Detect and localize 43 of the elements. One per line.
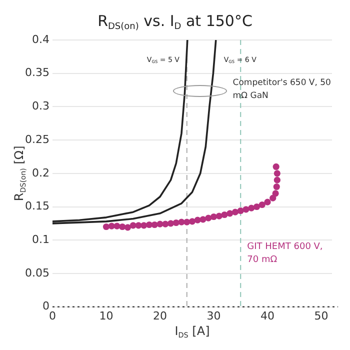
y-tick-label: 0.35 <box>24 66 50 80</box>
point <box>274 170 280 177</box>
y-tick-label: 0 <box>42 300 50 313</box>
y-tick-label: 0.15 <box>24 200 50 213</box>
point <box>274 176 280 184</box>
point <box>272 190 279 197</box>
point <box>167 220 174 227</box>
y-tick-label: 0.1 <box>32 232 50 246</box>
x-tick-label: 10 <box>99 309 114 322</box>
point <box>273 183 280 190</box>
x-tick-label: 40 <box>260 309 274 322</box>
point <box>264 198 271 206</box>
point <box>253 203 260 210</box>
y-tick-label: 0.25 <box>24 132 50 146</box>
x-tick-label: 50 <box>314 309 328 322</box>
point <box>216 212 222 220</box>
y-tick-label: 0.4 <box>32 32 50 46</box>
point <box>248 204 255 212</box>
point <box>188 218 196 225</box>
point <box>242 206 250 213</box>
point <box>272 163 280 170</box>
point <box>232 208 239 216</box>
x-tick-label: 20 <box>152 309 167 322</box>
y-tick-label: 0.3 <box>32 100 50 113</box>
point <box>102 223 110 230</box>
point <box>226 210 234 217</box>
point <box>172 219 180 226</box>
point <box>124 224 132 231</box>
point <box>237 207 244 214</box>
point <box>114 222 120 230</box>
point <box>140 222 148 229</box>
x-tick-label: 30 <box>206 309 221 322</box>
point <box>258 201 266 208</box>
point <box>221 211 228 218</box>
y-tick-label: 0.2 <box>32 166 50 180</box>
point <box>210 213 218 220</box>
point <box>151 221 158 228</box>
point <box>194 216 201 224</box>
point <box>200 216 206 223</box>
text: GIT HEMT 600 V, 70 mΩ <box>247 242 323 266</box>
y-tick-label: 0.05 <box>24 266 50 280</box>
point <box>205 214 212 222</box>
point <box>146 221 153 228</box>
